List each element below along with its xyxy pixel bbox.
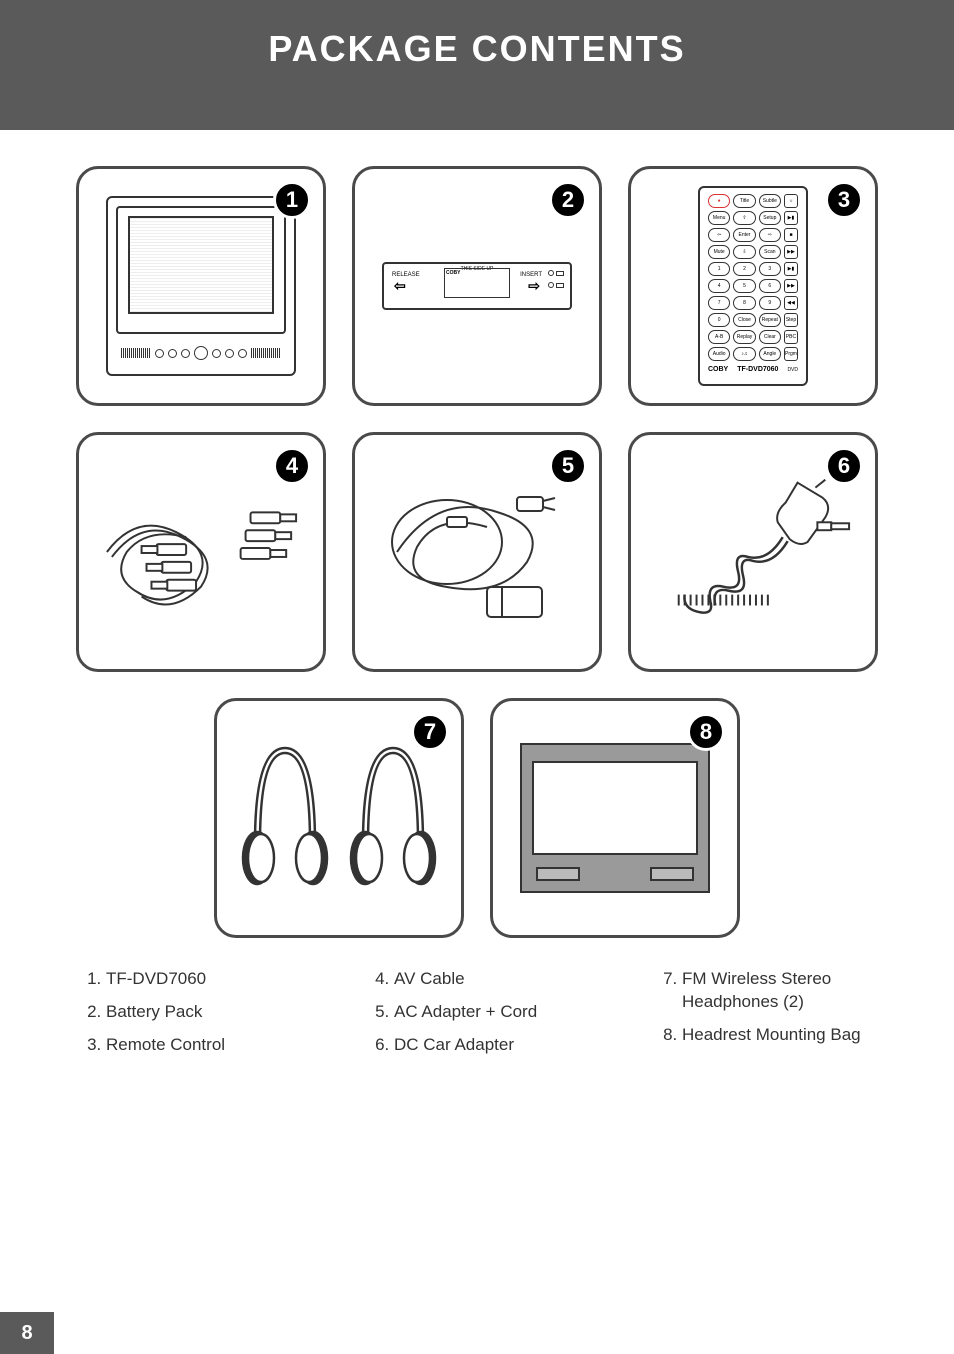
- list-col-3: FM Wireless Stereo Headphones (2) Headre…: [656, 968, 884, 1047]
- badge-6: 6: [825, 447, 863, 485]
- page-title: PACKAGE CONTENTS: [0, 0, 954, 130]
- illustration-headphone-left: [235, 733, 335, 903]
- remote-button: Angle: [759, 347, 781, 361]
- card-remote-control: 3 ●TitleSubtle☼Menu⇧Setup▶▮⇦Enter⇨■Mute⇩…: [628, 166, 878, 406]
- list-col-1: TF-DVD7060 Battery Pack Remote Control: [80, 968, 308, 1057]
- remote-button: 7: [708, 296, 730, 310]
- remote-button: 6: [759, 279, 781, 293]
- badge-4: 4: [273, 447, 311, 485]
- remote-button: ⇩: [733, 245, 755, 259]
- card-row-1: 1 2 THIS SIDE UP: [70, 166, 884, 406]
- remote-button: ■: [784, 228, 798, 242]
- remote-button: Scan: [759, 245, 781, 259]
- list-item: FM Wireless Stereo Headphones (2): [682, 968, 884, 1014]
- list-item: AV Cable: [394, 968, 596, 991]
- remote-button: Menu: [708, 211, 730, 225]
- remote-button: ⇦: [708, 228, 730, 242]
- card-car-adapter: 6: [628, 432, 878, 672]
- contents-list: TF-DVD7060 Battery Pack Remote Control A…: [70, 968, 884, 1067]
- page-number: 8: [0, 1312, 54, 1354]
- remote-button: Prgm: [784, 347, 798, 361]
- remote-button: ▶▶: [784, 279, 798, 293]
- remote-button: 9: [759, 296, 781, 310]
- illustration-headphone-right: [343, 733, 443, 903]
- card-ac-adapter: 5: [352, 432, 602, 672]
- badge-1: 1: [273, 181, 311, 219]
- badge-7: 7: [411, 713, 449, 751]
- content-area: 1 2 THIS SIDE UP: [0, 130, 954, 1067]
- remote-button: Repeat: [759, 313, 781, 327]
- illustration-ac-adapter: [377, 472, 577, 632]
- card-battery-pack: 2 THIS SIDE UP RELEASE INSERT ⇦ COBY ⇨: [352, 166, 602, 406]
- illustration-av-cable: [97, 482, 305, 622]
- badge-3: 3: [825, 181, 863, 219]
- remote-button: Clear: [759, 330, 781, 344]
- card-dvd-player: 1: [76, 166, 326, 406]
- remote-button: ●: [708, 194, 730, 208]
- remote-button: ◀◀: [784, 296, 798, 310]
- illustration-car-adapter: [649, 467, 857, 637]
- remote-button: Replay: [733, 330, 755, 344]
- remote-button: 2: [733, 262, 755, 276]
- list-item: AC Adapter + Cord: [394, 1001, 596, 1024]
- list-item: TF-DVD7060: [106, 968, 308, 991]
- remote-button: ▶▮: [784, 262, 798, 276]
- remote-button: Enter: [733, 228, 755, 242]
- remote-button: ⇧: [733, 211, 755, 225]
- list-item: Remote Control: [106, 1034, 308, 1057]
- card-row-3: 7: [70, 698, 884, 938]
- remote-button: PBC: [784, 330, 798, 344]
- remote-button: Setup: [759, 211, 781, 225]
- remote-button: Close: [733, 313, 755, 327]
- badge-2: 2: [549, 181, 587, 219]
- remote-button: Audio: [708, 347, 730, 361]
- card-av-cable: 4: [76, 432, 326, 672]
- badge-5: 5: [549, 447, 587, 485]
- remote-button: 0: [708, 313, 730, 327]
- remote-button: 5: [733, 279, 755, 293]
- remote-button: 1: [708, 262, 730, 276]
- list-item: Headrest Mounting Bag: [682, 1024, 884, 1047]
- remote-button: ☼: [784, 194, 798, 208]
- remote-button: Mute: [708, 245, 730, 259]
- remote-button: ⇨: [759, 228, 781, 242]
- remote-button: ♪♫: [733, 347, 755, 361]
- list-item: DC Car Adapter: [394, 1034, 596, 1057]
- illustration-dvd: [106, 196, 296, 376]
- remote-button: Title: [733, 194, 755, 208]
- list-col-2: AV Cable AC Adapter + Cord DC Car Adapte…: [368, 968, 596, 1057]
- remote-button: 8: [733, 296, 755, 310]
- list-item: Battery Pack: [106, 1001, 308, 1024]
- remote-button: Step: [784, 313, 798, 327]
- remote-button: ▶▶: [784, 245, 798, 259]
- remote-button: 4: [708, 279, 730, 293]
- remote-button: A-B: [708, 330, 730, 344]
- illustration-bag: [520, 743, 710, 893]
- badge-8: 8: [687, 713, 725, 751]
- illustration-remote: ●TitleSubtle☼Menu⇧Setup▶▮⇦Enter⇨■Mute⇩Sc…: [698, 186, 808, 386]
- card-headphones: 7: [214, 698, 464, 938]
- remote-button: Subtle: [759, 194, 781, 208]
- remote-button: 3: [759, 262, 781, 276]
- illustration-battery: THIS SIDE UP RELEASE INSERT ⇦ COBY ⇨: [382, 262, 572, 310]
- card-row-2: 4 5: [70, 432, 884, 672]
- card-mounting-bag: 8: [490, 698, 740, 938]
- remote-button: ▶▮: [784, 211, 798, 225]
